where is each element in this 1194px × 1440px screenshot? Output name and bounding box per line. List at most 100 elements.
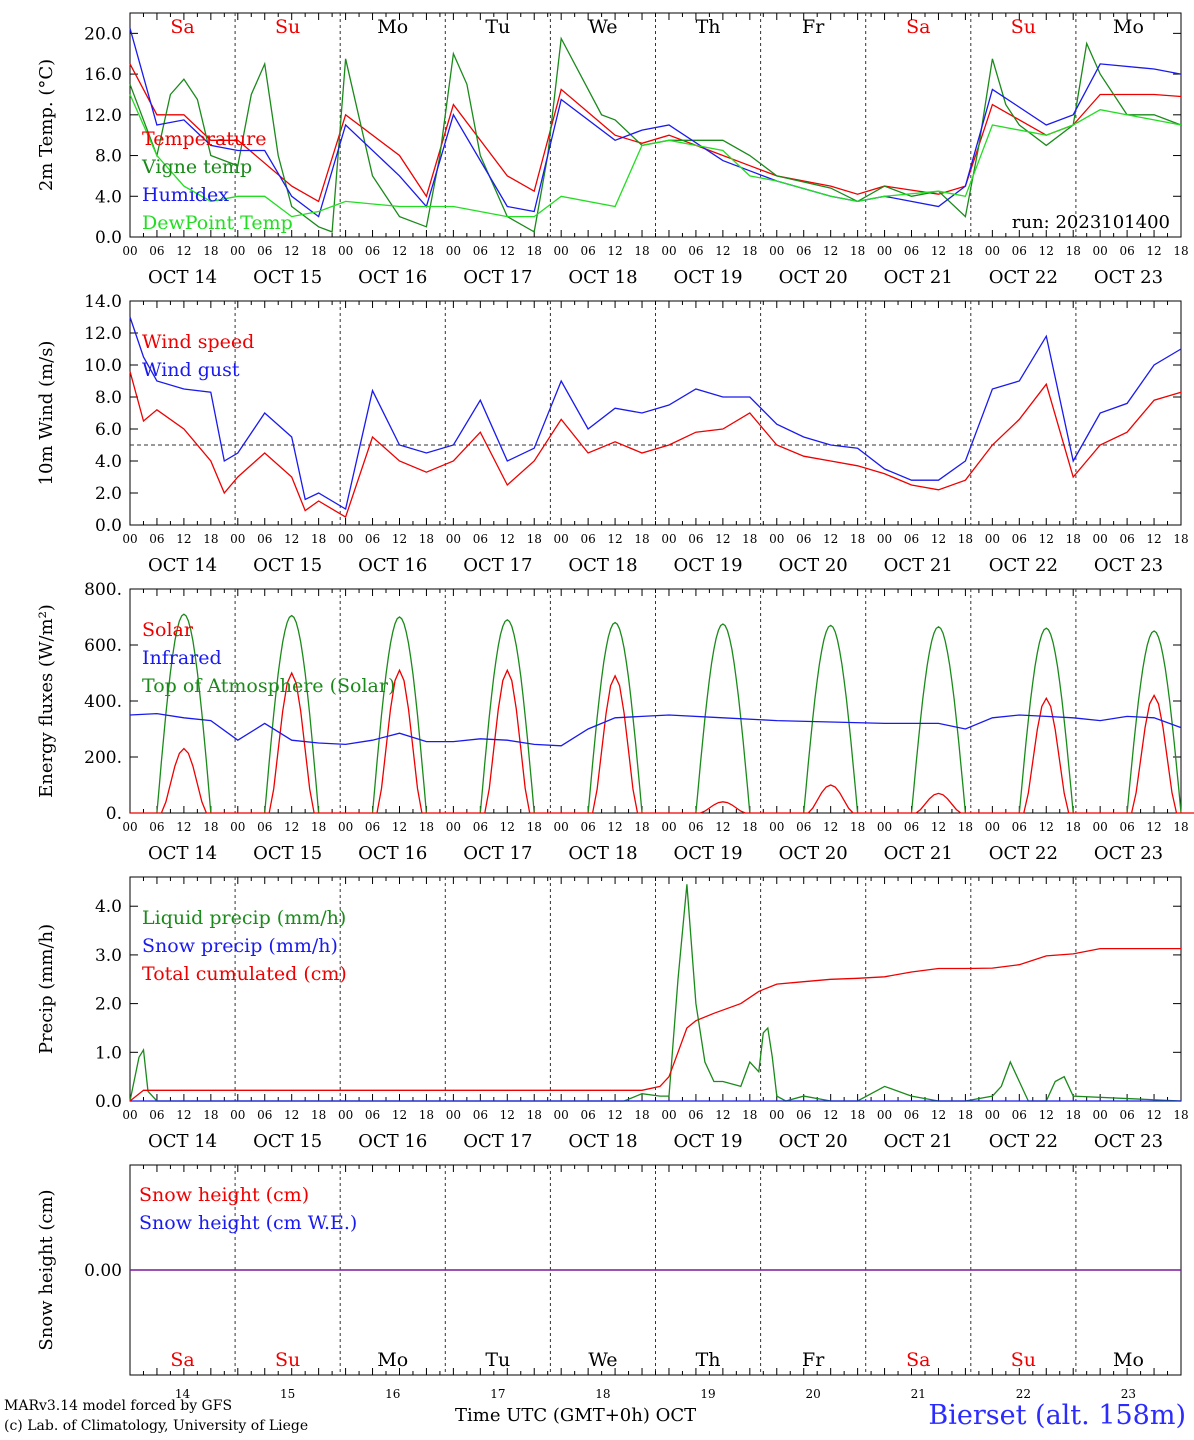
hour-tick-label: 12 — [392, 244, 407, 258]
hour-tick-label: 12 — [500, 1108, 515, 1122]
toa-solar-curve — [1126, 630, 1182, 814]
hour-tick-label: 00 — [1093, 820, 1108, 834]
hour-tick-label: 06 — [257, 532, 272, 546]
date-label: OCT 16 — [358, 555, 427, 576]
legend-entry: Top of Atmosphere (Solar) — [142, 675, 395, 697]
infrared-curve — [129, 712, 1182, 747]
legend-entry: Wind gust — [142, 359, 240, 381]
hour-tick-label: 12 — [284, 820, 299, 834]
series-red — [129, 371, 1182, 518]
legend-entry: Vigne temp — [141, 156, 252, 178]
hour-tick-label: 12 — [1146, 244, 1161, 258]
date-label: OCT 22 — [989, 267, 1058, 288]
hour-tick-label: 06 — [473, 244, 488, 258]
hour-tick-label: 18 — [419, 1108, 434, 1122]
y-tick-label: 8.0 — [95, 388, 122, 408]
hour-tick-label: 00 — [122, 244, 137, 258]
hour-tick-label: 12 — [176, 820, 191, 834]
y-tick-label: 6.0 — [95, 420, 122, 440]
hour-tick-label: 06 — [688, 1108, 703, 1122]
date-label: OCT 20 — [779, 555, 848, 576]
hour-tick-label: 12 — [500, 244, 515, 258]
hour-tick-label: 06 — [1119, 532, 1134, 546]
hour-tick-label: 00 — [985, 532, 1000, 546]
hour-tick-label: 12 — [1039, 532, 1054, 546]
y-tick-label: 800. — [84, 580, 122, 600]
hour-tick-label: 06 — [473, 532, 488, 546]
hour-tick-label: 18 — [203, 532, 218, 546]
weekday-label-top: Mo — [1113, 16, 1144, 38]
hour-tick-label: 18 — [1173, 532, 1188, 546]
hour-tick-label: 18 — [634, 244, 649, 258]
day-number-label: 17 — [490, 1387, 505, 1400]
y-tick-label: 0. — [106, 804, 122, 824]
hour-tick-label: 12 — [1039, 244, 1054, 258]
date-label: OCT 19 — [673, 1131, 742, 1152]
station-name: Bierset (alt. 158m) — [928, 1400, 1186, 1431]
hour-tick-label: 18 — [527, 244, 542, 258]
hour-tick-label: 12 — [392, 820, 407, 834]
hour-tick-label: 18 — [311, 244, 326, 258]
hour-tick-label: 18 — [634, 820, 649, 834]
date-label: OCT 19 — [673, 843, 742, 864]
hour-tick-label: 06 — [904, 532, 919, 546]
weekday-label-bottom: Tu — [485, 1349, 510, 1371]
hour-tick-label: 00 — [769, 244, 784, 258]
legend-entry: Snow height (cm) — [139, 1184, 309, 1206]
hour-tick-label: 18 — [203, 244, 218, 258]
hour-tick-label: 06 — [688, 532, 703, 546]
hour-tick-label: 06 — [149, 1108, 164, 1122]
hour-tick-label: 12 — [1039, 820, 1054, 834]
hour-tick-label: 18 — [958, 532, 973, 546]
hour-tick-label: 12 — [823, 820, 838, 834]
legend-entry: Temperature — [142, 128, 266, 150]
hour-tick-label: 12 — [715, 532, 730, 546]
hour-tick-label: 12 — [823, 244, 838, 258]
panel-5: Snow height (cm) 0.00 Snow height (cm) Snow… — [36, 1164, 1182, 1376]
y-axis-label: Precip (mm/h) — [36, 924, 57, 1054]
hour-tick-label: 00 — [122, 1108, 137, 1122]
hour-tick-label: 00 — [446, 820, 461, 834]
hour-tick-label: 00 — [877, 1108, 892, 1122]
series-red — [129, 947, 1181, 1102]
hour-tick-label: 12 — [607, 1108, 622, 1122]
date-label: OCT 17 — [463, 267, 532, 288]
hour-tick-label: 18 — [1173, 244, 1188, 258]
day-number-label: 22 — [1016, 1387, 1031, 1400]
weekday-label-top: Sa — [170, 16, 194, 38]
hour-tick-label: 18 — [1066, 244, 1081, 258]
series-blue — [129, 316, 1182, 511]
y-tick-label: 600. — [84, 636, 122, 656]
hour-tick-label: 18 — [527, 820, 542, 834]
hour-tick-label: 00 — [230, 820, 245, 834]
y-tick-label: 20.0 — [84, 24, 122, 44]
solar-curve — [130, 668, 1194, 814]
weekday-label-bottom: Sa — [170, 1349, 194, 1371]
hour-tick-label: 00 — [554, 820, 569, 834]
y-tick-label: 12.0 — [84, 106, 122, 126]
hour-tick-label: 00 — [661, 532, 676, 546]
date-label: OCT 23 — [1094, 267, 1163, 288]
date-label: OCT 14 — [148, 267, 217, 288]
y-tick-label: 2.0 — [95, 995, 122, 1015]
x-axis-title: Time UTC (GMT+0h) OCT — [455, 1405, 697, 1426]
lab-credit: (c) Lab. of Climatology, University of L… — [4, 1418, 309, 1434]
y-tick-label: 4.0 — [95, 187, 122, 207]
hour-tick-label: 18 — [203, 820, 218, 834]
hour-tick-label: 12 — [392, 1108, 407, 1122]
date-label: OCT 14 — [148, 843, 217, 864]
hour-tick-label: 00 — [985, 1108, 1000, 1122]
hour-tick-label: 06 — [149, 820, 164, 834]
hour-tick-label: 00 — [338, 1108, 353, 1122]
date-label: OCT 23 — [1094, 1131, 1163, 1152]
y-tick-label: 1.0 — [95, 1043, 122, 1063]
hour-tick-label: 18 — [203, 1108, 218, 1122]
date-label: OCT 14 — [148, 1131, 217, 1152]
y-axis-label: 2m Temp. (°C) — [36, 59, 57, 191]
date-label: OCT 21 — [884, 555, 953, 576]
hour-tick-label: 00 — [338, 244, 353, 258]
date-label: OCT 16 — [358, 267, 427, 288]
hour-tick-label: 12 — [931, 244, 946, 258]
day-number-label: 23 — [1121, 1387, 1136, 1400]
hour-tick-label: 18 — [958, 820, 973, 834]
